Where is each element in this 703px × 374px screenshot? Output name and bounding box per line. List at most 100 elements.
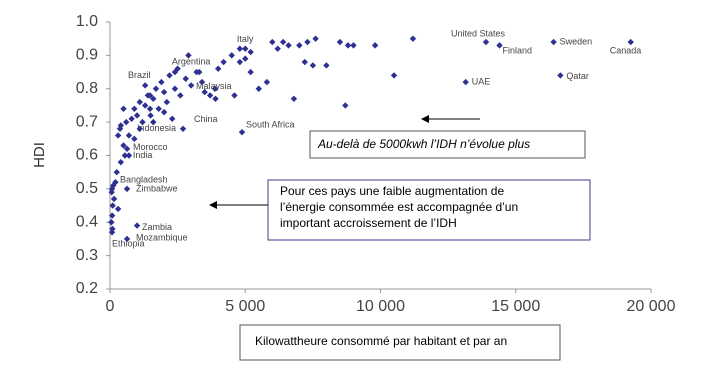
x-tick-label: 0 xyxy=(106,298,115,315)
point xyxy=(133,222,141,229)
point xyxy=(247,48,254,56)
y-tick-label: 0.7 xyxy=(76,113,98,130)
point-label: UAE xyxy=(472,76,491,86)
point-label: Bangladesh xyxy=(120,174,168,184)
point-label: Zambia xyxy=(142,222,172,232)
point xyxy=(482,38,490,46)
point xyxy=(136,125,143,132)
point xyxy=(211,85,219,92)
point xyxy=(187,82,195,89)
x-label-box xyxy=(239,324,561,361)
point xyxy=(123,145,131,153)
x-axis-label: Kilowattheure consommé par habitant et p… xyxy=(255,334,507,348)
point xyxy=(120,142,127,149)
point xyxy=(201,88,208,96)
point xyxy=(116,125,124,132)
point xyxy=(150,95,157,102)
point-label: Argentina xyxy=(172,56,211,66)
point xyxy=(152,85,160,92)
point xyxy=(123,118,130,126)
point xyxy=(166,72,173,79)
point xyxy=(131,135,138,143)
point-label: Canada xyxy=(610,45,642,55)
point xyxy=(169,115,176,122)
point xyxy=(238,128,246,136)
point xyxy=(108,212,116,219)
point-label: Italy xyxy=(237,34,254,44)
point xyxy=(242,45,249,52)
point-label: Brazil xyxy=(128,70,151,80)
point-label: Qatar xyxy=(566,71,589,81)
x-tick-label: 5 000 xyxy=(225,298,265,315)
annotation-line: Pour ces pays une faible augmentation de xyxy=(280,184,504,198)
point-label: Sweden xyxy=(560,36,593,46)
point xyxy=(163,98,171,106)
point xyxy=(236,58,244,66)
y-tick-label: 0.8 xyxy=(76,80,98,97)
point xyxy=(144,92,152,99)
point xyxy=(409,35,417,42)
point xyxy=(285,42,292,49)
point xyxy=(123,235,131,243)
y-tick-label: 0.9 xyxy=(76,47,98,64)
annotation-box xyxy=(267,179,591,241)
point xyxy=(304,38,311,46)
annotation-line: l’énergie consommée est accompagnée d’un xyxy=(280,200,518,214)
point xyxy=(231,92,238,99)
point xyxy=(342,102,349,109)
point xyxy=(236,45,244,52)
point xyxy=(121,152,129,159)
point xyxy=(141,102,149,109)
point xyxy=(112,179,119,186)
point xyxy=(296,42,303,49)
point xyxy=(147,112,154,119)
point xyxy=(131,105,138,112)
y-tick-label: 0.4 xyxy=(76,213,98,230)
y-tick-label: 0.6 xyxy=(76,147,98,164)
point xyxy=(185,52,192,59)
point xyxy=(141,82,149,89)
y-tick-label: 0.5 xyxy=(76,180,98,197)
point xyxy=(117,122,125,129)
point xyxy=(146,105,154,112)
x-tick-label: 10 000 xyxy=(356,298,405,315)
point xyxy=(160,88,168,96)
point xyxy=(242,55,249,62)
point xyxy=(109,225,116,233)
point xyxy=(160,108,168,116)
point xyxy=(110,195,118,203)
point xyxy=(120,105,127,112)
point xyxy=(108,219,115,226)
point xyxy=(177,92,184,99)
point xyxy=(113,168,120,176)
point xyxy=(182,75,189,82)
point xyxy=(290,95,298,102)
point xyxy=(123,185,131,193)
point-label: China xyxy=(194,114,218,124)
x-tick-label: 20 000 xyxy=(627,298,676,315)
y-tick-label: 0.3 xyxy=(76,247,98,264)
point xyxy=(108,189,115,196)
point-label: Zimbabwe xyxy=(136,183,178,193)
point xyxy=(174,65,181,72)
point xyxy=(371,42,379,49)
y-tick-label: 0.2 xyxy=(76,280,98,297)
point xyxy=(139,118,146,126)
point xyxy=(263,78,271,86)
point xyxy=(158,78,165,86)
point xyxy=(557,72,564,79)
point xyxy=(150,118,157,126)
point-label: Mozambique xyxy=(136,232,188,242)
point xyxy=(155,105,162,112)
point xyxy=(196,68,203,76)
annotation: Au-delà de 5000kwh l’IDH n’évolue plus xyxy=(317,137,530,151)
point xyxy=(496,42,503,49)
point xyxy=(212,95,219,102)
point xyxy=(136,98,143,106)
point xyxy=(550,38,557,46)
point xyxy=(627,38,634,46)
point xyxy=(114,132,122,139)
y-axis-label: HDI xyxy=(31,142,48,168)
point xyxy=(215,65,222,72)
